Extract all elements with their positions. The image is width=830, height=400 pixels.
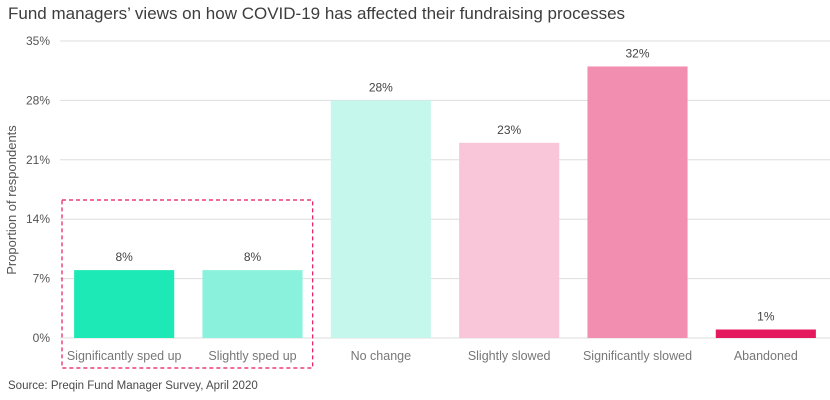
y-axis-title: Proportion of respondents bbox=[4, 125, 19, 275]
bar bbox=[459, 142, 560, 338]
y-tick-label: 35% bbox=[26, 34, 50, 48]
y-tick-label: 0% bbox=[33, 331, 51, 345]
category-label: Slightly slowed bbox=[468, 349, 551, 363]
bars bbox=[74, 66, 816, 339]
category-label: Slightly sped up bbox=[208, 349, 296, 363]
bar bbox=[202, 270, 303, 338]
category-label: Abandoned bbox=[734, 349, 798, 363]
bar bbox=[715, 329, 816, 338]
y-tick-label: 28% bbox=[26, 93, 50, 107]
y-tick-label: 7% bbox=[33, 272, 51, 286]
bar-value-label: 32% bbox=[625, 46, 649, 60]
category-label: Significantly sped up bbox=[67, 349, 182, 363]
category-label: Significantly slowed bbox=[583, 349, 692, 363]
chart-source: Source: Preqin Fund Manager Survey, Apri… bbox=[8, 380, 258, 392]
bar bbox=[74, 270, 175, 338]
bar-value-label: 1% bbox=[757, 310, 775, 324]
y-tick-label: 21% bbox=[26, 153, 50, 167]
y-tick-label: 14% bbox=[26, 212, 50, 226]
bar-value-label: 8% bbox=[244, 250, 262, 264]
bar-value-label: 8% bbox=[115, 250, 133, 264]
bar-value-label: 23% bbox=[497, 123, 521, 137]
category-label: No change bbox=[351, 349, 412, 363]
bar-value-label: 28% bbox=[369, 80, 393, 94]
bar bbox=[330, 100, 431, 339]
grid-lines bbox=[60, 40, 830, 339]
y-axis-ticks: 0% 7% 14% 21% 28% 35% bbox=[26, 34, 50, 345]
value-labels: 8% 8% 28% 23% 32% 1% bbox=[115, 46, 774, 323]
chart-title: Fund managers’ views on how COVID-19 has… bbox=[8, 4, 626, 23]
bar bbox=[587, 66, 688, 338]
category-labels: Significantly sped up Slightly sped up No … bbox=[67, 349, 798, 363]
